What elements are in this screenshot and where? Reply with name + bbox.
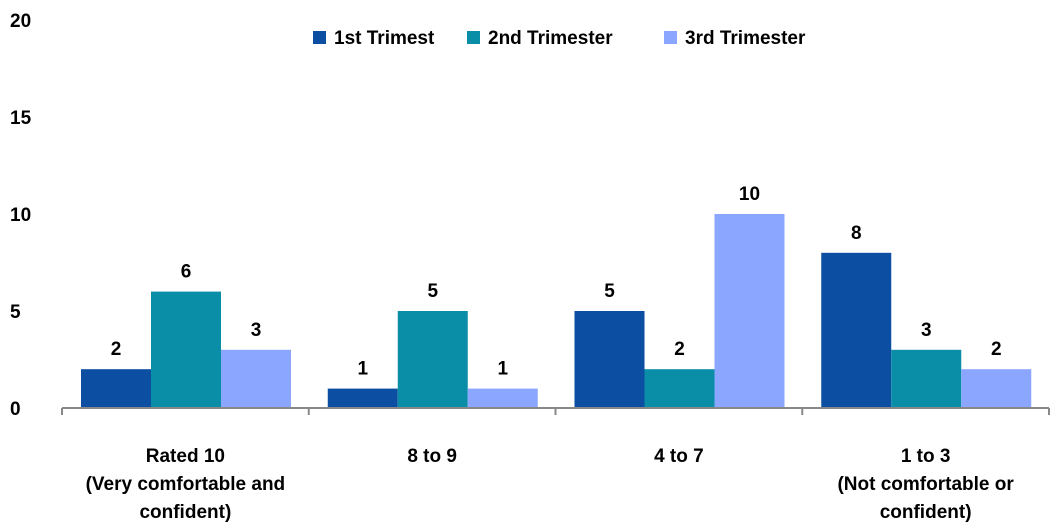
data-label: 3 bbox=[921, 320, 932, 341]
data-label: 2 bbox=[111, 339, 122, 360]
category-label: 4 to 7 bbox=[654, 446, 704, 467]
data-label: 8 bbox=[851, 223, 862, 244]
legend-label: 2nd Trimester bbox=[488, 28, 613, 49]
y-tick-label: 20 bbox=[10, 11, 31, 32]
category-label: 8 to 9 bbox=[407, 446, 457, 467]
legend-item: 2nd Trimester bbox=[467, 28, 613, 49]
bar bbox=[961, 369, 1032, 408]
data-label: 1 bbox=[497, 359, 508, 380]
category-labels: Rated 10 (Very comfortable and confident) 8… bbox=[86, 446, 1015, 523]
y-tick-label: 10 bbox=[10, 205, 31, 226]
bar bbox=[714, 214, 785, 408]
x-axis bbox=[61, 407, 1050, 415]
data-label: 1 bbox=[357, 359, 368, 380]
bar bbox=[327, 388, 398, 408]
legend-swatch bbox=[313, 31, 326, 44]
bar bbox=[891, 349, 962, 408]
bar bbox=[151, 291, 221, 408]
bar bbox=[221, 349, 291, 408]
data-labels: 2 1 5 8 6 5 2 3 3 1 10 2 bbox=[111, 184, 1002, 380]
data-label: 3 bbox=[251, 320, 262, 341]
bars bbox=[81, 214, 1032, 408]
data-label: 2 bbox=[674, 339, 685, 360]
legend-item: 3rd Trimester bbox=[664, 28, 806, 49]
legend-label: 1st Trimest bbox=[334, 28, 435, 49]
bar bbox=[397, 311, 468, 408]
category-label: Rated 10 (Very comfortable and confident) bbox=[86, 446, 286, 523]
legend-label: 3rd Trimester bbox=[685, 28, 806, 49]
data-label: 6 bbox=[181, 262, 192, 283]
y-axis-ticks: 0 5 10 15 20 bbox=[10, 11, 32, 420]
data-label: 2 bbox=[991, 339, 1002, 360]
bar bbox=[467, 388, 538, 408]
bar bbox=[644, 369, 715, 408]
data-label: 5 bbox=[604, 281, 615, 302]
legend: 1st Trimest 2nd Trimester 3rd Trimester bbox=[313, 28, 806, 49]
y-tick-label: 0 bbox=[10, 399, 21, 420]
bar bbox=[574, 311, 645, 408]
y-tick-label: 15 bbox=[10, 108, 32, 129]
y-tick-label: 5 bbox=[10, 302, 21, 323]
legend-swatch bbox=[467, 31, 480, 44]
legend-item: 1st Trimest bbox=[313, 28, 435, 49]
data-label: 5 bbox=[427, 281, 438, 302]
bar bbox=[81, 369, 151, 408]
legend-swatch bbox=[664, 31, 677, 44]
category-label: 1 to 3 (Not comfortable or confident) bbox=[837, 446, 1014, 523]
bar bbox=[821, 252, 892, 408]
data-label: 10 bbox=[739, 184, 760, 205]
